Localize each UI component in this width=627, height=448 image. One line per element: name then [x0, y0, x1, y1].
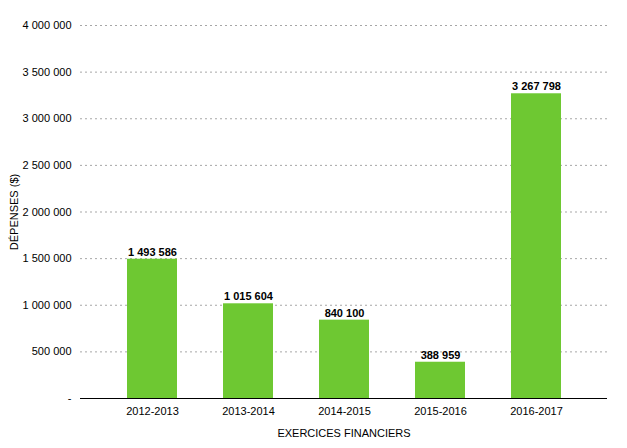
svg-text:500 000: 500 000: [32, 345, 72, 357]
svg-text:3 000 000: 3 000 000: [23, 112, 72, 124]
svg-text:EXERCICES FINANCIERS: EXERCICES FINANCIERS: [277, 427, 410, 439]
svg-text:1 015 604: 1 015 604: [224, 290, 274, 302]
svg-text:840 100: 840 100: [325, 307, 365, 319]
svg-text:1 000 000: 1 000 000: [23, 299, 72, 311]
svg-text:4 000 000: 4 000 000: [23, 19, 72, 31]
svg-text:3 500 000: 3 500 000: [23, 66, 72, 78]
svg-text:1 500 000: 1 500 000: [23, 252, 72, 264]
svg-text:DÉPENSES ($): DÉPENSES ($): [8, 174, 20, 250]
svg-text:-: -: [68, 392, 72, 404]
svg-text:388 959: 388 959: [421, 349, 461, 361]
svg-text:2015-2016: 2015-2016: [414, 405, 467, 417]
svg-text:3 267 798: 3 267 798: [512, 80, 561, 92]
svg-text:1 493 586: 1 493 586: [128, 246, 177, 258]
svg-text:2 500 000: 2 500 000: [23, 159, 72, 171]
svg-text:2016-2017: 2016-2017: [510, 405, 563, 417]
svg-text:2013-2014: 2013-2014: [222, 405, 275, 417]
svg-text:2 000 000: 2 000 000: [23, 206, 72, 218]
svg-text:2012-2013: 2012-2013: [126, 405, 179, 417]
svg-text:2014-2015: 2014-2015: [318, 405, 371, 417]
